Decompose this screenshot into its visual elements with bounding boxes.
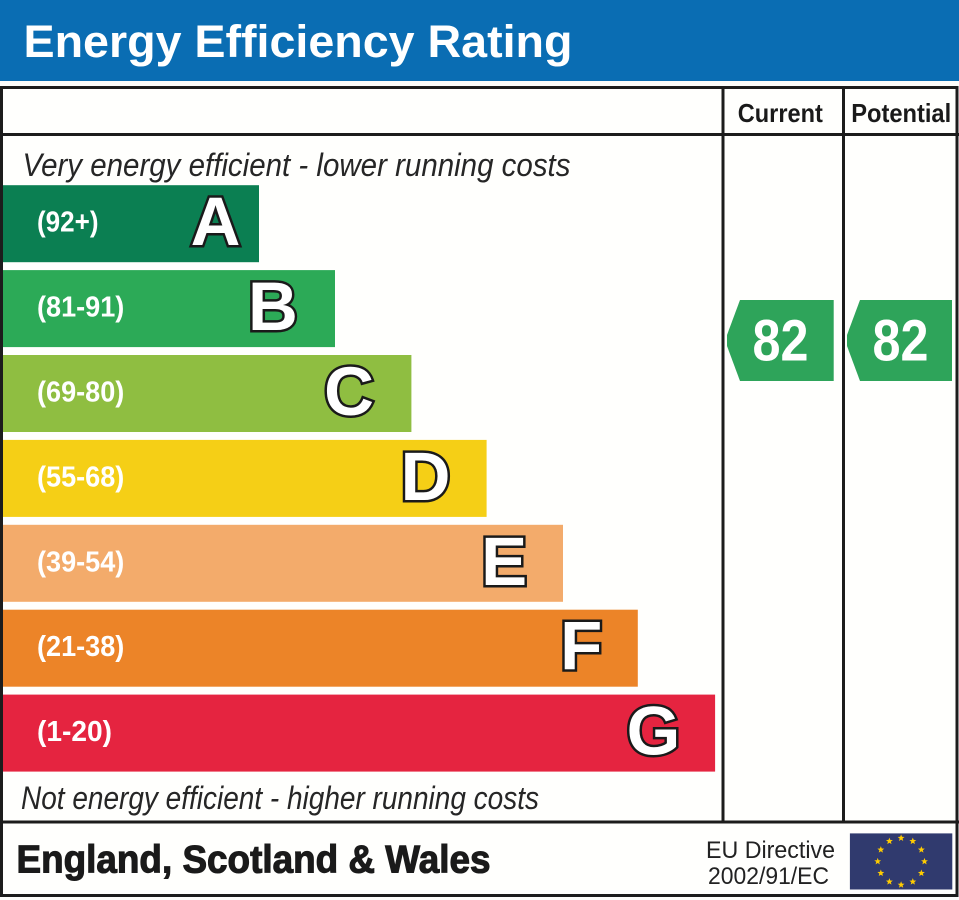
svg-text:D: D (401, 438, 451, 515)
svg-text:A: A (191, 183, 241, 260)
svg-text:Energy Efficiency Rating: Energy Efficiency Rating (24, 16, 573, 67)
svg-text:(55-68): (55-68) (37, 461, 124, 493)
svg-text:(21-38): (21-38) (37, 631, 124, 663)
svg-text:B: B (248, 268, 298, 345)
svg-text:E: E (481, 523, 527, 600)
svg-text:2002/91/EC: 2002/91/EC (708, 863, 829, 890)
svg-text:(39-54): (39-54) (37, 546, 124, 578)
svg-text:F: F (560, 608, 602, 685)
svg-text:(81-91): (81-91) (37, 292, 124, 324)
svg-text:82: 82 (753, 309, 809, 374)
svg-text:82: 82 (873, 309, 929, 374)
svg-text:Potential: Potential (851, 98, 951, 128)
svg-text:C: C (324, 353, 374, 430)
svg-text:G: G (627, 693, 681, 770)
svg-text:Current: Current (738, 98, 823, 128)
svg-text:Very energy efficient - lower: Very energy efficient - lower running co… (23, 147, 571, 183)
svg-text:(92+): (92+) (37, 207, 99, 239)
svg-text:EU Directive: EU Directive (706, 837, 835, 864)
svg-text:Not energy efficient - higher: Not energy efficient - higher running co… (21, 780, 539, 816)
svg-text:(1-20): (1-20) (37, 716, 112, 748)
svg-text:(69-80): (69-80) (37, 377, 124, 409)
svg-text:England, Scotland & Wales: England, Scotland & Wales (17, 838, 491, 881)
